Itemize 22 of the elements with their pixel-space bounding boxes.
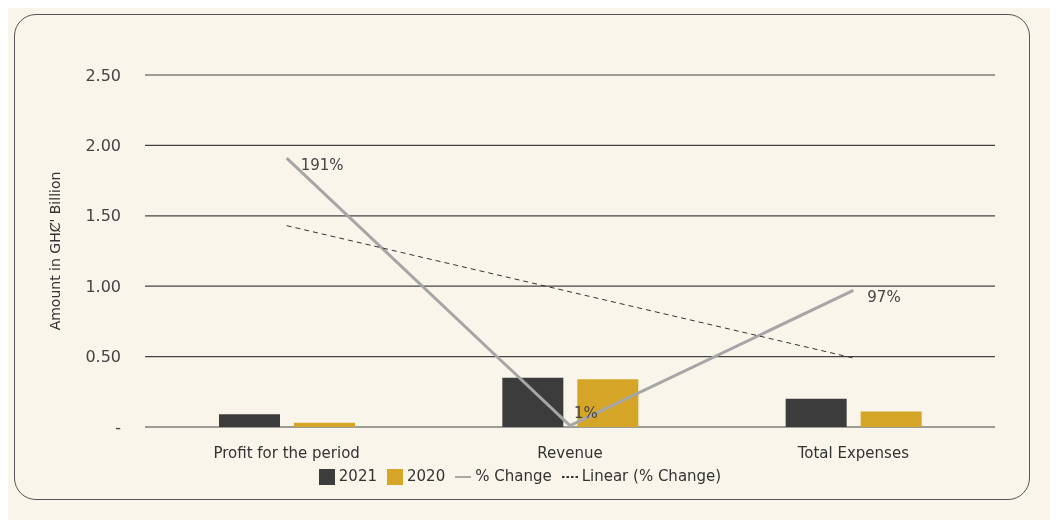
bar [785,398,847,427]
y-tick-label: 0.50 [85,347,121,367]
legend-label: 2020 [407,467,446,485]
y-tick-label: 1.50 [85,206,121,226]
bar [577,379,639,427]
x-tick-label: Revenue [537,443,603,462]
legend-label: Linear (% Change) [581,467,722,485]
bar [860,411,922,427]
y-tick-label: 2.00 [85,136,121,156]
legend-label: % Change [475,467,552,485]
y-tick-label: 2.50 [85,65,121,85]
x-tick-label: Profit for the period [213,443,360,462]
data-label: 191% [300,156,344,175]
y-tick-label: - [115,417,121,437]
bar [294,422,355,427]
bar [219,414,280,427]
x-tick-label: Total Expenses [796,443,910,462]
y-tick-label: 1.00 [85,276,121,296]
bar [502,377,564,427]
y-axis-title: Amount in GHȻ' Billion [46,171,63,331]
legend-label: 2021 [338,467,377,485]
data-label: 97% [867,288,901,307]
